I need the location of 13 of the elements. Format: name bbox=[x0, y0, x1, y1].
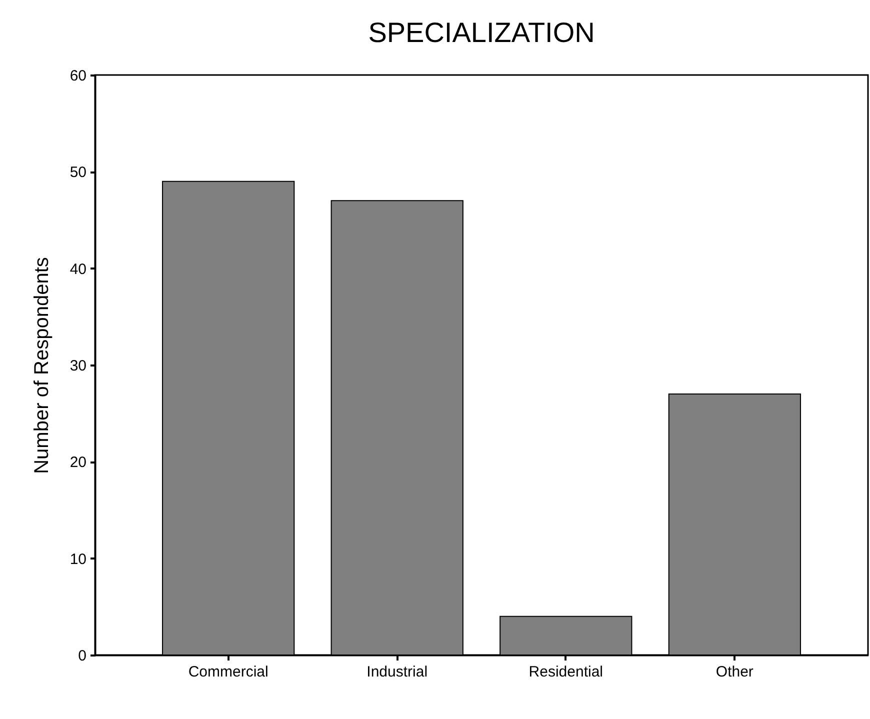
x-tick-label: Industrial bbox=[366, 664, 428, 680]
x-tick-label: Commercial bbox=[188, 664, 268, 680]
y-tick-label: 50 bbox=[70, 164, 86, 182]
x-tick-label: Residential bbox=[528, 664, 603, 680]
y-axis-title: Number of Respondents bbox=[30, 257, 53, 474]
y-tick-label: 40 bbox=[70, 260, 86, 278]
x-tick-label: Other bbox=[716, 664, 754, 680]
y-tick-label: 60 bbox=[70, 68, 86, 84]
y-tick-label: 20 bbox=[70, 454, 86, 472]
chart-title: SPECIALIZATION bbox=[368, 17, 595, 48]
y-tick-label: 30 bbox=[70, 358, 86, 374]
y-tick-label: 0 bbox=[78, 648, 86, 664]
y-tick-label: 10 bbox=[70, 550, 86, 568]
